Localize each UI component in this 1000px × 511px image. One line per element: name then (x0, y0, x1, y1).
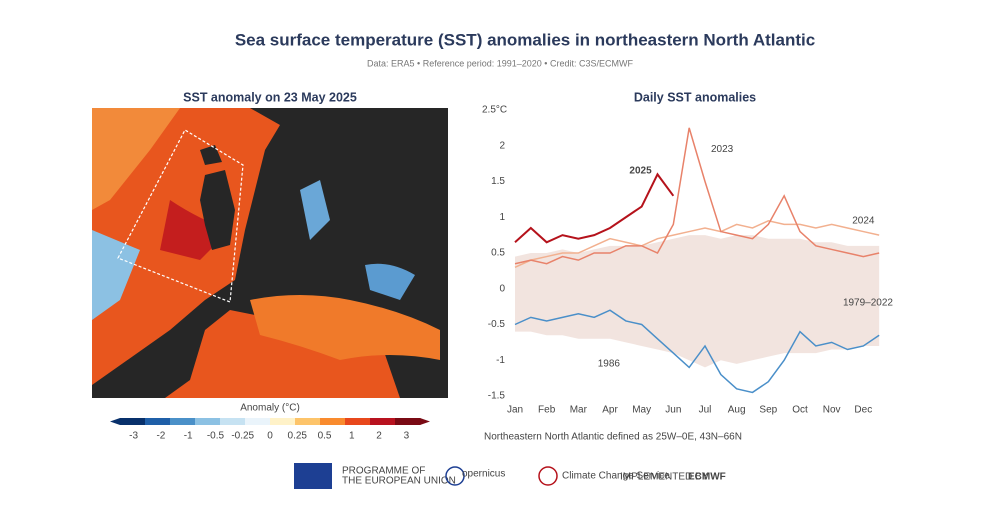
colorbar-swatch (245, 418, 271, 425)
x-tick-label: Apr (602, 405, 618, 416)
eu-text: PROGRAMME OF (342, 466, 425, 477)
y-tick-label: 1.5 (491, 176, 505, 187)
impl-text: IMPLEMENTED BY (620, 472, 709, 483)
sea-patch (92, 230, 140, 320)
c3s-logo (538, 466, 558, 486)
copernicus: opernicus (462, 469, 505, 480)
colorbar-swatch (170, 418, 196, 425)
y-tick-label: -1.5 (488, 391, 506, 402)
footnote: Northeastern North Atlantic defined as 2… (484, 432, 742, 443)
page-title: Sea surface temperature (SST) anomalies … (235, 30, 815, 49)
colorbar-swatch (395, 418, 421, 425)
x-tick-label: Oct (792, 405, 808, 416)
colorbar-swatch (270, 418, 296, 425)
eu-text: THE EUROPEAN UNION (342, 476, 456, 487)
colorbar-tick-label: -3 (129, 431, 138, 442)
land (200, 145, 222, 165)
x-tick-label: May (632, 405, 651, 416)
series-line (514, 220, 880, 268)
series-label: 1986 (598, 358, 621, 369)
colorbar-tick-label: 1 (349, 431, 355, 442)
x-tick-label: Jun (665, 405, 681, 416)
x-tick-label: Mar (570, 405, 588, 416)
colorbar-swatch (320, 418, 346, 425)
x-tick-label: Jan (507, 405, 523, 416)
colorbar-tick-label: 0 (267, 431, 273, 442)
series-line (514, 127, 880, 265)
copernicus-c (445, 466, 465, 486)
colorbar-swatch (345, 418, 371, 425)
colorbar-tick-label: -2 (156, 431, 165, 442)
series-label: 2024 (852, 215, 875, 226)
colorbar-swatch (120, 418, 146, 425)
ecmwf: ECMWF (688, 472, 726, 483)
band-label: 1979–2022 (843, 298, 893, 309)
colorbar-tick-label: -1 (184, 431, 193, 442)
x-tick-label: Aug (728, 405, 746, 416)
x-tick-label: Nov (823, 405, 841, 416)
eu-flag (294, 463, 332, 489)
series-label: 2023 (711, 144, 734, 155)
series-line (514, 309, 880, 394)
y-tick-label: 2.5°C (482, 105, 507, 116)
sea-patch (365, 263, 415, 300)
x-tick-label: Jul (699, 405, 712, 416)
colorbar-title: Anomaly (°C) (240, 403, 300, 414)
x-tick-label: Feb (538, 405, 556, 416)
y-tick-label: -0.5 (488, 319, 506, 330)
region-outline (117, 129, 244, 303)
colorbar-arrow (110, 418, 120, 425)
colorbar-tick-label: 0.5 (318, 431, 332, 442)
logos: PROGRAMME OF THE EUROPEAN UNION opernicu… (294, 463, 726, 489)
colorbar-swatch (370, 418, 396, 425)
land (200, 170, 235, 250)
chart-title: Daily SST anomalies (634, 90, 756, 104)
x-tick-label: Dec (854, 405, 872, 416)
colorbar-swatch (195, 418, 221, 425)
y-tick-label: 0.5 (491, 248, 505, 259)
series-line (514, 172, 675, 244)
colorbar-swatch (145, 418, 171, 425)
colorbar-tick-label: -0.25 (231, 431, 254, 442)
colorbar-tick-label: 2 (376, 431, 382, 442)
c3s-text: Climate Change Service (562, 471, 670, 482)
sea-patch (250, 295, 440, 360)
map (92, 108, 448, 398)
sea-patch (92, 108, 180, 210)
colorbar-tick-label: 3 (404, 431, 410, 442)
subtitle: Data: ERA5 • Reference period: 1991–2020… (367, 58, 633, 68)
y-tick-label: 2 (499, 140, 505, 151)
y-tick-label: 1 (499, 212, 505, 223)
colorbar-swatch (220, 418, 246, 425)
climatology-band (515, 235, 880, 368)
y-tick-label: 0 (499, 283, 505, 294)
colorbar-arrow (420, 418, 430, 425)
colorbar-tick-label: -0.5 (207, 431, 225, 442)
sea-patch (300, 180, 330, 240)
series-label: 2025 (629, 165, 652, 176)
colorbar-tick-label: 0.25 (288, 431, 308, 442)
colorbar-swatch (295, 418, 321, 425)
x-tick-label: Sep (759, 405, 777, 416)
y-tick-label: -1 (496, 355, 505, 366)
map-title: SST anomaly on 23 May 2025 (183, 90, 357, 104)
